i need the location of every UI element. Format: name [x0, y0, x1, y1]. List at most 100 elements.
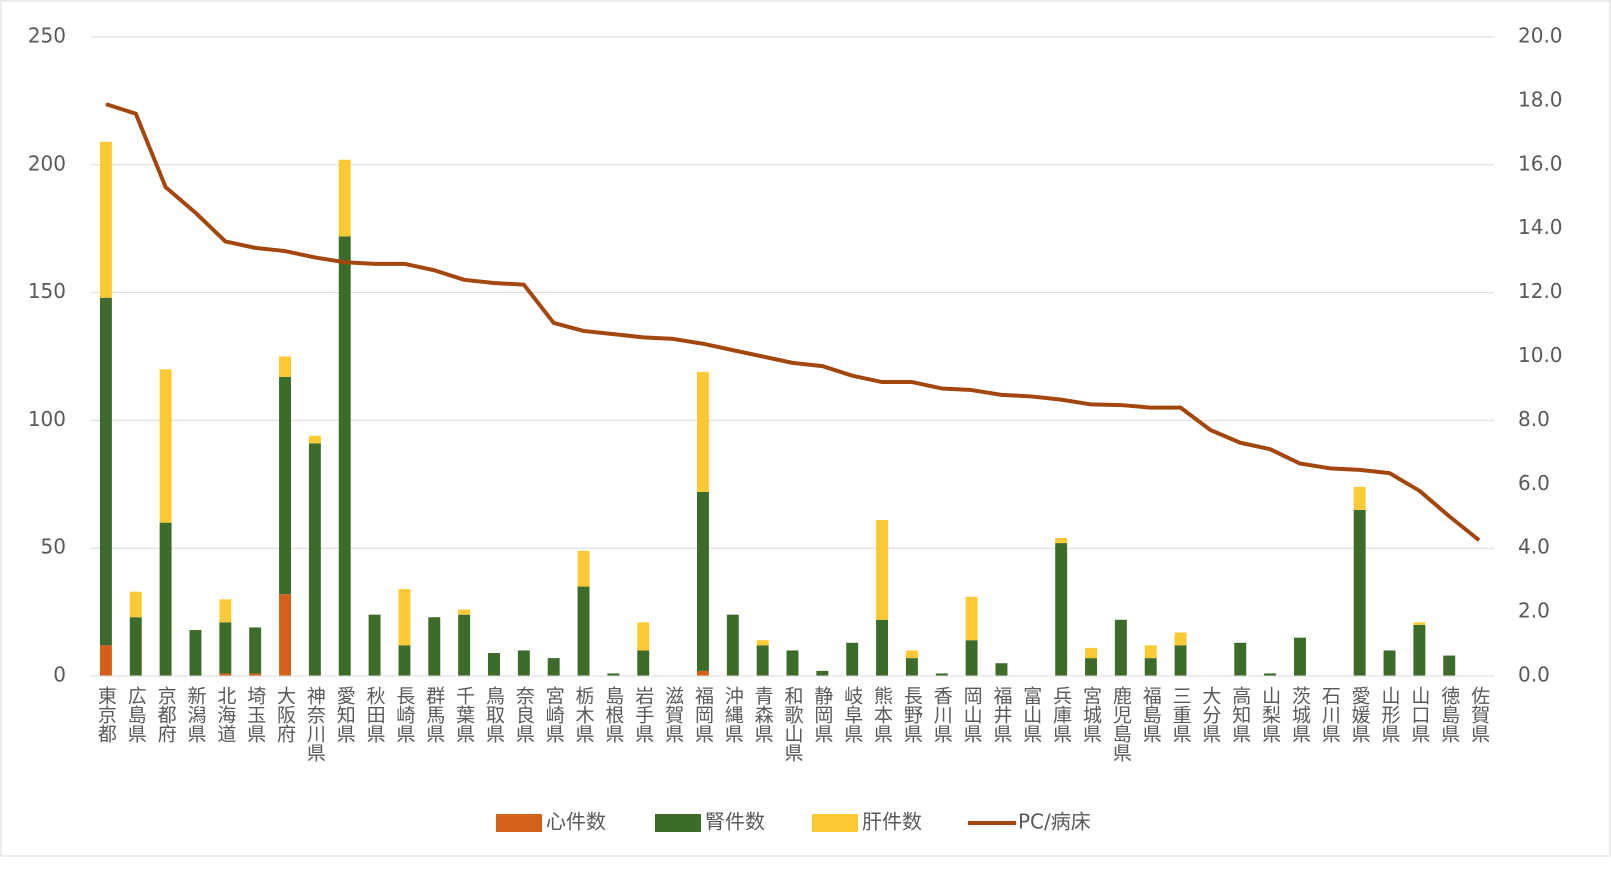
bar-segment [338, 159, 351, 237]
y2-tick-label: 0.0 [1518, 663, 1550, 687]
bar-segment [935, 673, 948, 676]
bar-segment [458, 609, 471, 615]
bar-segment [428, 617, 441, 676]
bar-segment [995, 663, 1008, 676]
bar-segment [308, 435, 321, 444]
bar-segment [1353, 509, 1366, 676]
x-tick-label: 静岡県 [811, 686, 833, 743]
y-tick-label: 50 [41, 535, 66, 559]
legend-label: 肝件数 [862, 810, 922, 834]
bar-segment [577, 586, 590, 676]
legend-swatch [812, 814, 858, 832]
bar-segment [726, 614, 739, 676]
bar-segment [488, 652, 500, 676]
bar-segment [577, 550, 590, 587]
bar-segment [1085, 658, 1097, 676]
x-tick-label: 和歌山県 [782, 686, 804, 762]
x-tick-label: 徳島県 [1438, 686, 1460, 743]
bar-segment [1413, 622, 1426, 625]
x-tick-label: 大阪府 [274, 686, 296, 743]
x-tick-label: 三重県 [1170, 686, 1192, 743]
x-tick-label: 石川県 [1319, 686, 1341, 743]
x-tick-label: 大分県 [1199, 686, 1221, 743]
bar-segment [756, 645, 769, 676]
bar-segment [219, 622, 232, 674]
bar-segment [846, 642, 859, 676]
y2-tick-label: 8.0 [1518, 407, 1550, 431]
x-tick-label: 茨城県 [1289, 686, 1311, 743]
chart-border [0, 0, 1611, 857]
bar-segment [517, 650, 530, 676]
bar-segment [99, 297, 112, 646]
x-tick-label: 福井県 [990, 686, 1012, 743]
y2-tick-label: 16.0 [1518, 151, 1563, 175]
legend-label: PC/病床 [1018, 810, 1091, 834]
bar-segment [249, 627, 262, 674]
y-tick-label: 0 [53, 663, 66, 687]
x-tick-label: 栃木県 [573, 686, 595, 743]
bar-segment [249, 673, 262, 676]
x-tick-label: 京都府 [155, 686, 177, 743]
x-tick-label: 鳥取県 [483, 686, 505, 743]
bar-segment [398, 589, 411, 646]
legend-swatch [496, 814, 542, 832]
x-tick-label: 熊本県 [871, 686, 893, 743]
bar-segment [607, 673, 620, 676]
x-tick-label: 鹿児島県 [1110, 686, 1132, 762]
y2-tick-label: 6.0 [1518, 471, 1550, 495]
x-tick-label: 福岡県 [692, 686, 714, 743]
x-tick-label: 愛知県 [334, 686, 356, 743]
x-tick-label: 秋田県 [364, 686, 386, 743]
x-tick-label: 奈良県 [513, 686, 535, 743]
x-tick-label: 山形県 [1379, 686, 1401, 743]
bar-segment [189, 629, 202, 676]
x-tick-label: 千葉県 [453, 686, 475, 743]
x-tick-label: 広島県 [125, 686, 147, 743]
x-tick-label: 岩手県 [632, 686, 654, 743]
bar-segment [905, 658, 918, 676]
x-tick-label: 愛媛県 [1349, 686, 1371, 743]
y2-tick-label: 12.0 [1518, 279, 1563, 303]
x-tick-label: 北海道 [214, 686, 236, 743]
bar-segment [816, 670, 829, 676]
bar-segment [219, 673, 232, 676]
bar-segment [129, 591, 142, 618]
x-tick-label: 群馬県 [423, 686, 445, 743]
bar-segment [696, 491, 709, 671]
bar-segment [876, 520, 889, 620]
bar-segment [279, 594, 292, 676]
bar-segment [398, 645, 411, 676]
bar-segment [308, 443, 321, 676]
line-series [105, 102, 1481, 542]
bar-segment [1413, 624, 1426, 676]
x-tick-label: 宮崎県 [543, 686, 565, 743]
y2-tick-label: 18.0 [1518, 87, 1563, 111]
y2-tick-label: 14.0 [1518, 215, 1563, 239]
x-tick-label: 佐賀県 [1468, 686, 1490, 743]
bar-segment [1264, 673, 1277, 676]
x-tick-label: 新潟県 [184, 686, 206, 743]
x-tick-label: 長崎県 [393, 686, 415, 743]
legend-label: 腎件数 [705, 810, 765, 834]
bar-segment [1383, 650, 1396, 676]
x-tick-label: 沖縄県 [722, 686, 744, 743]
y-tick-label: 200 [28, 151, 66, 175]
legend-swatch [655, 814, 701, 832]
x-tick-label: 島根県 [602, 686, 624, 743]
bar-segment [159, 369, 172, 523]
bar-segment [965, 640, 978, 676]
x-tick-label: 山口県 [1408, 686, 1430, 743]
x-tick-label: 山梨県 [1259, 686, 1281, 743]
bar-segment [1174, 645, 1187, 676]
x-tick-label: 兵庫県 [1050, 686, 1072, 743]
bar-segment [1055, 543, 1068, 676]
bar-segment [1443, 655, 1456, 676]
x-tick-label: 高知県 [1229, 686, 1251, 743]
x-tick-label: 香川県 [931, 686, 953, 743]
y2-tick-label: 4.0 [1518, 535, 1550, 559]
bar-segment [1114, 619, 1127, 676]
bar-segment [1174, 632, 1187, 646]
y-tick-label: 100 [28, 407, 66, 431]
bar-segment [1234, 642, 1247, 676]
